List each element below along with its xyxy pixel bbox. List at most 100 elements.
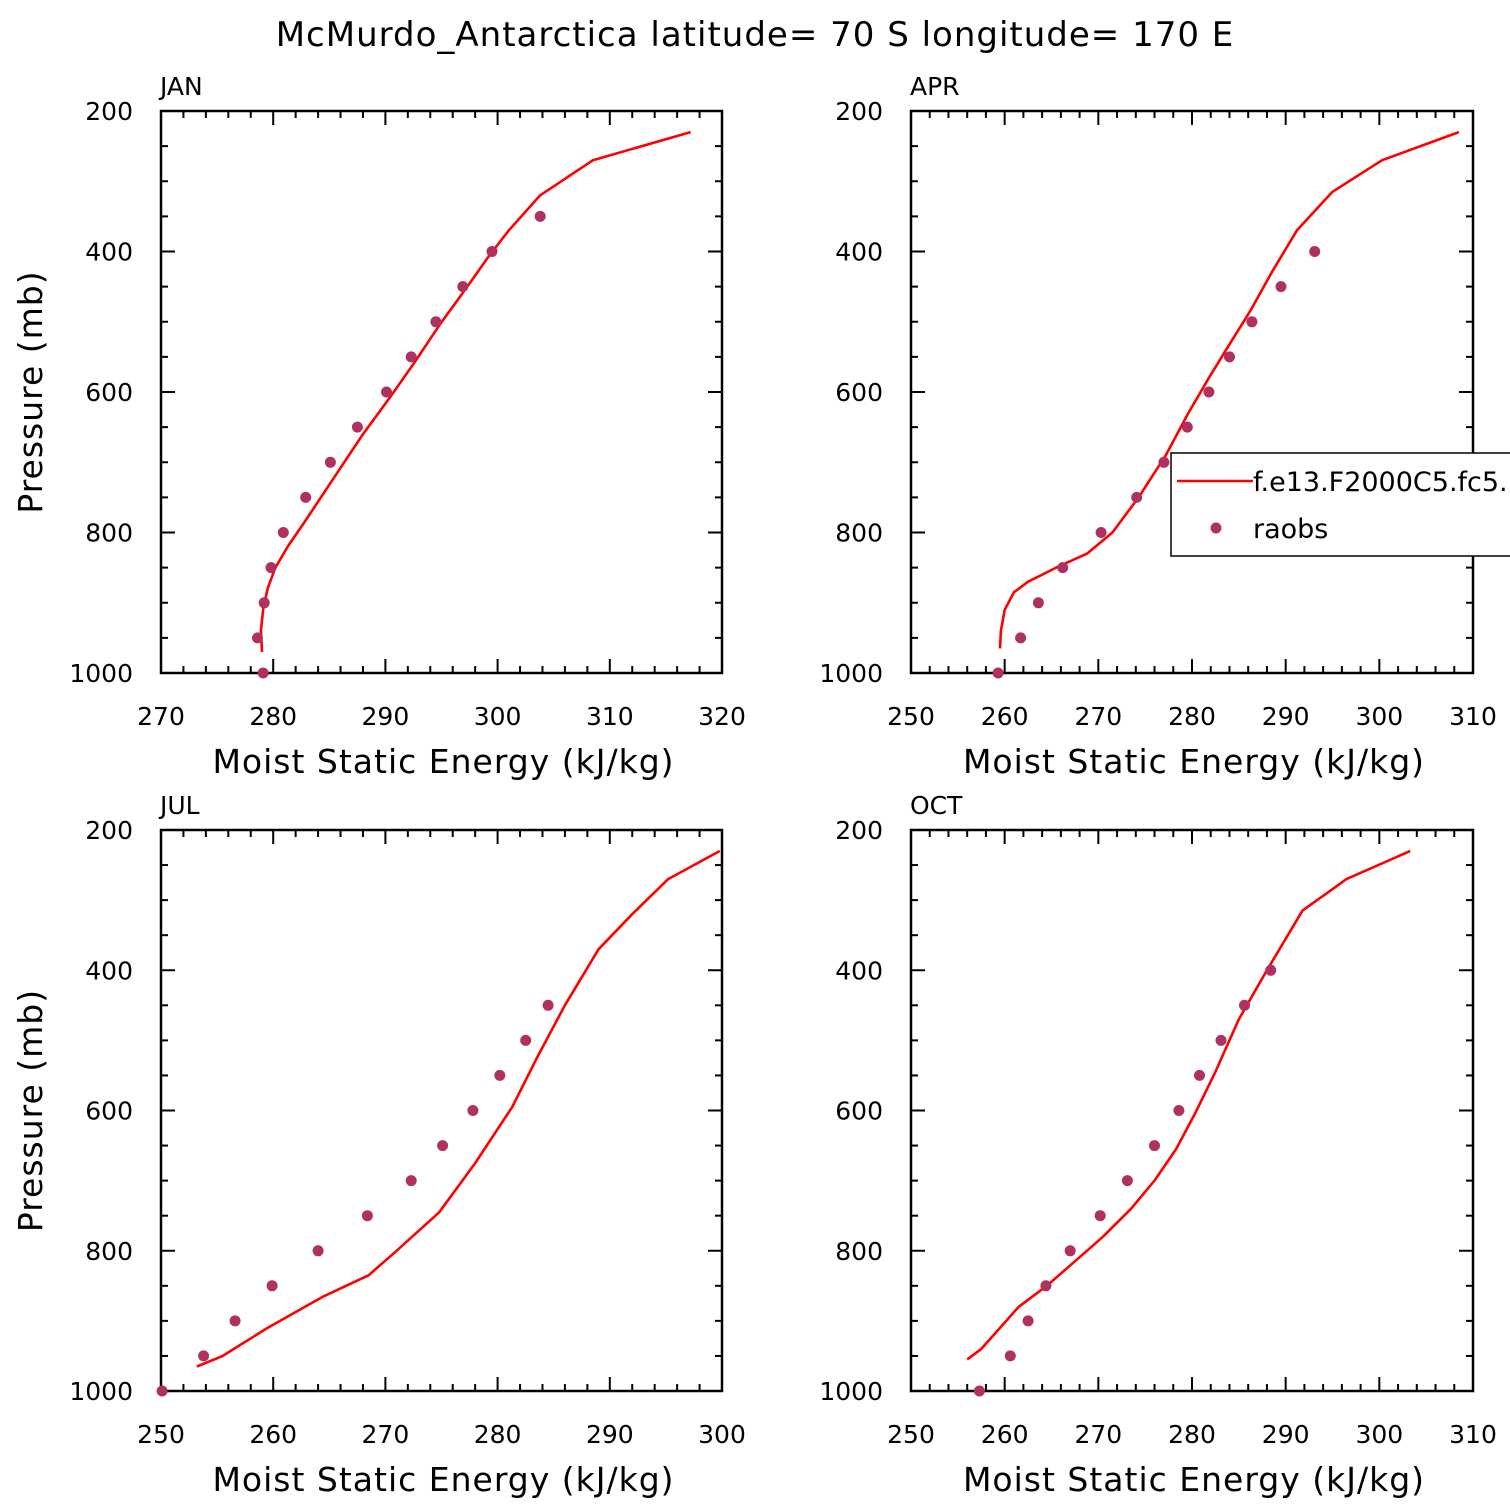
obs-point (156, 1385, 168, 1397)
obs-point (1032, 597, 1044, 609)
obs-point (1057, 562, 1069, 574)
x-tick-label: 310 (1449, 702, 1497, 731)
y-axis-label: Pressure (mb) (11, 989, 50, 1232)
series-line-model (966, 849, 1411, 1361)
legend-model-label: f.e13.F2000C5.fc5.ne30_g16.cam.h0 (1253, 467, 1510, 498)
x-tick-label: 260 (249, 1420, 297, 1449)
obs-point (1015, 632, 1027, 644)
figure-title: McMurdo_Antarctica latitude= 70 S longit… (276, 15, 1235, 55)
x-tick-label: 250 (887, 1420, 935, 1449)
plot-frame (909, 828, 1475, 1393)
panels: 270 280 290 300 310 320 200 400 600 800 1000 JAN Moi… (11, 72, 1497, 1499)
obs-point (252, 632, 263, 644)
x-tick-label: 250 (137, 1420, 185, 1449)
x-tick-label: 300 (474, 702, 522, 731)
x-axis-label: Moist Static Energy (kJ/kg) (963, 1460, 1425, 1499)
legend-obs-label: raobs (1253, 514, 1328, 545)
obs-point (405, 1175, 417, 1187)
y-tick-label: 200 (85, 816, 133, 845)
obs-point (992, 667, 1004, 679)
obs-point (1131, 491, 1143, 503)
x-tick-label: 300 (1355, 702, 1403, 731)
panel-jan: 270 280 290 300 310 320 200 400 600 800 1000 JAN Moi… (11, 72, 746, 781)
obs-point (258, 597, 270, 609)
x-tick-label: 270 (137, 702, 185, 731)
obs-point (1040, 1280, 1052, 1292)
x-tick-label: 260 (981, 702, 1029, 731)
panel-oct: 250 260 270 280 290 300 310 200 400 600 800 1000 OCT… (819, 791, 1496, 1499)
panel-month-label: APR (910, 72, 960, 101)
x-axis-label: Moist Static Energy (kJ/kg) (212, 742, 674, 781)
obs-point (1215, 1034, 1227, 1046)
obs-point (265, 562, 277, 574)
obs-point (973, 1385, 985, 1397)
obs-point (361, 1210, 373, 1222)
obs-point (1173, 1105, 1185, 1116)
y-tick-label: 600 (85, 1097, 133, 1126)
panel-month-label: OCT (910, 791, 963, 820)
y-tick-label: 600 (835, 378, 883, 407)
obs-point (312, 1245, 324, 1257)
x-tick-label: 310 (1449, 1420, 1497, 1449)
obs-point (266, 1280, 278, 1292)
obs-point (277, 527, 289, 538)
obs-point (1181, 421, 1193, 433)
obs-point (467, 1105, 479, 1116)
y-tick-label: 400 (835, 238, 883, 267)
x-tick-label: 320 (698, 702, 746, 731)
panel-apr: 250 260 270 280 290 300 310 200 400 600 800 1000 APR… (819, 72, 1496, 781)
y-tick-label: 600 (835, 1097, 883, 1126)
panel-month-label: JUL (158, 791, 200, 820)
obs-point (1064, 1245, 1076, 1257)
y-tick-label: 1000 (819, 659, 883, 688)
x-tick-label: 290 (586, 1420, 634, 1449)
x-tick-label: 290 (1262, 702, 1310, 731)
x-tick-label: 290 (1262, 1420, 1310, 1449)
obs-point (1309, 246, 1321, 257)
x-tick-label: 280 (249, 702, 297, 731)
x-tick-label: 280 (474, 1420, 522, 1449)
plot-frame (909, 109, 1475, 675)
x-tick-label: 280 (1168, 1420, 1216, 1449)
y-tick-label: 600 (85, 378, 133, 407)
obs-point (1194, 1069, 1205, 1081)
obs-point (542, 999, 554, 1011)
x-tick-label: 270 (362, 1420, 410, 1449)
series-line-model (259, 130, 691, 652)
obs-point (486, 246, 498, 257)
obs-point (430, 316, 442, 328)
obs-point (437, 1140, 449, 1152)
x-tick-label: 290 (362, 702, 410, 731)
plot-frame (159, 109, 724, 675)
obs-point (229, 1315, 241, 1327)
y-tick-label: 1000 (69, 659, 133, 688)
obs-point (457, 281, 469, 293)
y-tick-label: 800 (835, 1237, 883, 1266)
y-tick-label: 1000 (69, 1377, 133, 1406)
y-tick-label: 200 (85, 97, 133, 126)
x-tick-label: 260 (981, 1420, 1029, 1449)
plot-frame (159, 828, 724, 1393)
y-axis-label: Pressure (mb) (11, 270, 50, 513)
obs-point (405, 351, 417, 363)
series-line-model (998, 130, 1460, 649)
legend-point-swatch (1210, 522, 1222, 534)
obs-point (381, 386, 392, 398)
obs-point (1095, 527, 1107, 538)
obs-point (494, 1069, 506, 1081)
x-axis-label: Moist Static Energy (kJ/kg) (963, 742, 1425, 781)
y-tick-label: 800 (835, 519, 883, 548)
x-tick-label: 270 (1074, 702, 1122, 731)
obs-point (324, 456, 336, 468)
obs-point (257, 667, 269, 679)
x-tick-label: 270 (1074, 1420, 1122, 1449)
obs-point (1149, 1140, 1160, 1152)
obs-point (1121, 1175, 1133, 1187)
legend: f.e13.F2000C5.fc5.ne30_g16.cam.h0raobs (1170, 452, 1510, 557)
x-tick-label: 300 (1355, 1420, 1403, 1449)
obs-point (351, 421, 363, 433)
obs-point (1265, 964, 1277, 976)
y-tick-label: 1000 (819, 1377, 883, 1406)
y-tick-label: 400 (85, 238, 133, 267)
